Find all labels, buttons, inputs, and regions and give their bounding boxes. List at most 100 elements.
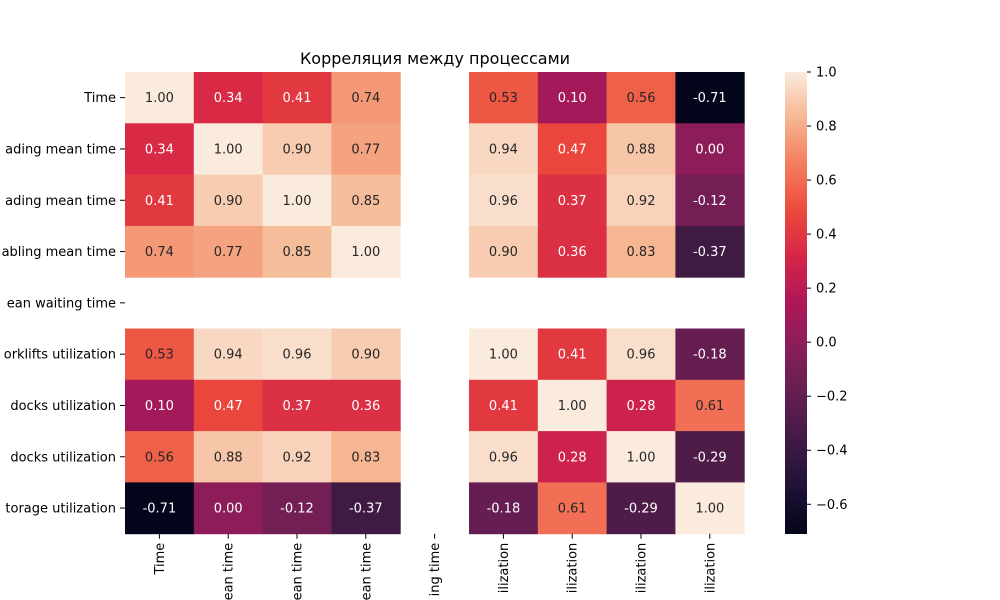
heatmap-cell xyxy=(675,72,745,124)
heatmap-cell xyxy=(606,174,676,227)
cell-value-label: 0.90 xyxy=(351,348,380,363)
heatmap-cell xyxy=(469,174,539,227)
column-tick-label: ing time xyxy=(428,543,443,597)
heatmap-cell xyxy=(193,379,264,432)
heatmap-cell xyxy=(262,123,332,176)
heatmap-cell xyxy=(606,431,676,483)
cell-value-label: 0.37 xyxy=(283,399,312,414)
cell-value-label: 0.90 xyxy=(214,194,243,209)
cell-value-label: 1.00 xyxy=(627,450,656,465)
heatmap-cell xyxy=(262,225,332,278)
cell-value-label: 0.77 xyxy=(351,142,380,157)
column-tick-label: ean time xyxy=(359,543,374,600)
heatmap-cell xyxy=(675,225,745,278)
heatmap-cell xyxy=(675,123,745,176)
cell-value-label: 1.00 xyxy=(214,142,243,157)
heatmap-cell xyxy=(469,379,539,432)
row-tick-label: abling mean time xyxy=(2,245,116,260)
cell-value-label: 0.00 xyxy=(695,142,724,157)
cell-value-label: 0.53 xyxy=(489,91,518,106)
heatmap-cell xyxy=(125,328,195,381)
cell-value-label: -0.29 xyxy=(624,502,658,517)
heatmap-cell xyxy=(331,379,401,432)
cell-value-label: 1.00 xyxy=(145,91,174,106)
heatmap-cell xyxy=(469,225,539,278)
heatmap-cell xyxy=(193,225,264,278)
cell-value-label: 0.41 xyxy=(558,348,587,363)
colorbar-tick-label: 1.0 xyxy=(816,66,837,81)
heatmap-cell xyxy=(125,123,195,176)
heatmap-cell xyxy=(675,379,745,432)
cell-value-label: 0.56 xyxy=(145,450,174,465)
cell-value-label: 0.28 xyxy=(627,399,656,414)
cell-value-label: -0.18 xyxy=(487,502,521,517)
cell-value-label: 0.88 xyxy=(214,450,243,465)
colorbar-gradient xyxy=(785,72,807,534)
cell-value-label: 0.36 xyxy=(558,245,587,260)
cell-value-label: 0.92 xyxy=(283,450,312,465)
cell-value-label: 0.41 xyxy=(283,91,312,106)
row-tick-label: docks utilization xyxy=(10,450,116,465)
heatmap-cell xyxy=(262,174,332,227)
heatmap-cell xyxy=(125,482,195,535)
cell-value-label: 0.85 xyxy=(351,194,380,209)
heatmap-cell xyxy=(193,123,264,176)
column-tick-label: Time xyxy=(153,543,168,576)
cell-value-label: 0.37 xyxy=(558,194,587,209)
cell-value-label: 0.83 xyxy=(351,450,380,465)
heatmap-cell xyxy=(606,72,676,124)
cell-value-label: 0.74 xyxy=(145,245,174,260)
cell-value-label: 0.96 xyxy=(489,194,518,209)
cell-value-label: -0.18 xyxy=(693,348,727,363)
colorbar-tick-label: 0.0 xyxy=(816,336,837,351)
heatmap-cell xyxy=(262,328,332,381)
heatmap-cell xyxy=(331,225,401,278)
cell-value-label: 0.41 xyxy=(145,194,174,209)
cell-value-label: 0.53 xyxy=(145,348,174,363)
heatmap-cell xyxy=(331,482,401,535)
row-tick-labels: Time ading mean time ading mean time abling… xyxy=(2,91,125,517)
cell-value-label: 0.00 xyxy=(214,502,243,517)
cell-value-label: 1.00 xyxy=(489,348,518,363)
chart-title: Корреляция между процессами xyxy=(300,49,570,68)
colorbar-tick-label: 0.4 xyxy=(816,228,837,243)
heatmap-cell xyxy=(125,225,195,278)
cell-value-label: 1.00 xyxy=(283,194,312,209)
row-tick-label: Time xyxy=(83,91,116,106)
heatmap-cell xyxy=(675,482,745,535)
colorbar-tick-label: −0.4 xyxy=(816,444,848,459)
heatmap-cell xyxy=(331,174,401,227)
heatmap-cell xyxy=(262,431,332,483)
heatmap-cell xyxy=(331,431,401,483)
heatmap-cell xyxy=(125,379,195,432)
column-tick-label: ean time xyxy=(291,543,306,600)
heatmap-cell xyxy=(675,431,745,483)
column-tick-label: ilization xyxy=(703,543,718,594)
heatmap-cell xyxy=(537,379,608,432)
row-tick-label: orklifts utilization xyxy=(4,348,116,363)
cell-value-label: 0.10 xyxy=(145,399,174,414)
heatmap-cell xyxy=(537,174,608,227)
cell-value-label: 0.61 xyxy=(558,502,587,517)
heatmap-cell xyxy=(125,174,195,227)
heatmap-cell xyxy=(331,123,401,176)
heatmap-cell xyxy=(537,431,608,483)
row-tick-label: docks utilization xyxy=(10,399,116,414)
cell-value-label: 0.34 xyxy=(214,91,243,106)
cell-value-label: -0.12 xyxy=(280,502,314,517)
heatmap-cell xyxy=(193,328,264,381)
cell-value-label: 0.74 xyxy=(351,91,380,106)
cell-value-label: 0.34 xyxy=(145,142,174,157)
colorbar-tick-label: 0.6 xyxy=(816,174,837,189)
heatmap-cell xyxy=(331,72,401,124)
cell-value-label: 1.00 xyxy=(351,245,380,260)
heatmap-cell xyxy=(606,225,676,278)
heatmap-cell xyxy=(537,123,608,176)
cell-value-label: -0.29 xyxy=(693,450,727,465)
heatmap-cell xyxy=(193,174,264,227)
cell-value-label: 0.90 xyxy=(489,245,518,260)
cell-value-label: 0.85 xyxy=(283,245,312,260)
colorbar-tick-label: −0.6 xyxy=(816,498,848,513)
cell-value-label: 0.88 xyxy=(627,142,656,157)
cell-value-label: 1.00 xyxy=(558,399,587,414)
